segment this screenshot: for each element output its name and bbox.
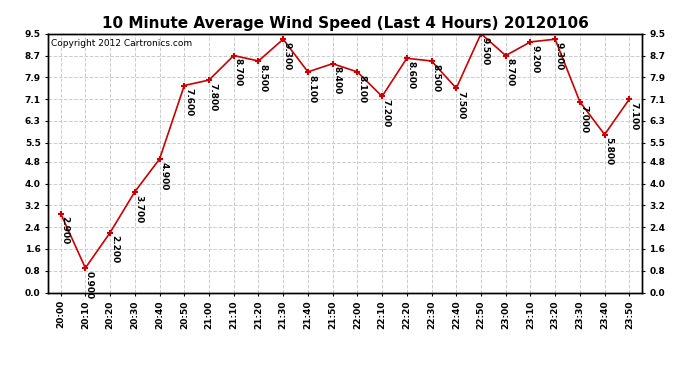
Text: 7.100: 7.100	[629, 102, 638, 130]
Text: 7.200: 7.200	[382, 99, 391, 128]
Text: 8.100: 8.100	[357, 75, 366, 103]
Text: 9.300: 9.300	[283, 42, 292, 70]
Text: Copyright 2012 Cartronics.com: Copyright 2012 Cartronics.com	[51, 39, 193, 48]
Text: 8.700: 8.700	[505, 58, 514, 87]
Text: 9.200: 9.200	[530, 45, 539, 73]
Text: 7.800: 7.800	[208, 83, 217, 111]
Text: 4.900: 4.900	[159, 162, 168, 190]
Text: 7.500: 7.500	[456, 91, 465, 119]
Text: 8.600: 8.600	[406, 61, 415, 89]
Text: 2.900: 2.900	[60, 216, 69, 244]
Text: 9.300: 9.300	[555, 42, 564, 70]
Text: 8.100: 8.100	[308, 75, 317, 103]
Text: 5.800: 5.800	[604, 137, 613, 165]
Text: 0.900: 0.900	[85, 271, 94, 299]
Text: 7.600: 7.600	[184, 88, 193, 117]
Text: 8.700: 8.700	[233, 58, 242, 87]
Text: 8.500: 8.500	[258, 64, 267, 92]
Title: 10 Minute Average Wind Speed (Last 4 Hours) 20120106: 10 Minute Average Wind Speed (Last 4 Hou…	[101, 16, 589, 31]
Text: 9.500: 9.500	[481, 36, 490, 65]
Text: 8.400: 8.400	[333, 66, 342, 95]
Text: 8.500: 8.500	[431, 64, 440, 92]
Text: 3.700: 3.700	[135, 195, 144, 223]
Text: 7.000: 7.000	[580, 105, 589, 133]
Text: 2.200: 2.200	[110, 236, 119, 264]
